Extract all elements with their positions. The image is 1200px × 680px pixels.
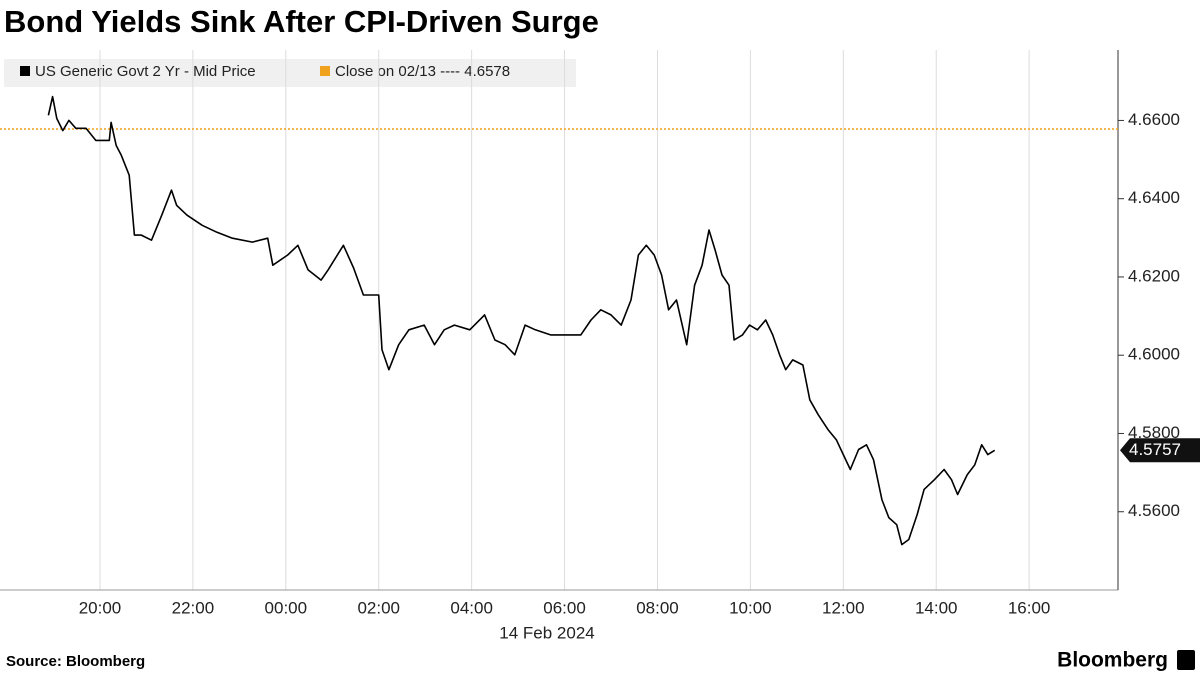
x-tick-label: 12:00 (822, 598, 865, 617)
y-tick-label: 4.6200 (1128, 266, 1180, 285)
legend-swatch (20, 66, 30, 76)
legend-box (4, 59, 576, 87)
price-line (47, 95, 996, 546)
x-tick-label: 14:00 (915, 598, 958, 617)
chart-title: Bond Yields Sink After CPI-Driven Surge (4, 4, 599, 39)
x-tick-label: 22:00 (172, 598, 215, 617)
y-tick-label: 4.6000 (1128, 345, 1180, 364)
x-tick-label: 06:00 (543, 598, 586, 617)
x-sublabel: 14 Feb 2024 (499, 623, 594, 642)
legend-swatch (320, 66, 330, 76)
y-tick-label: 4.6400 (1128, 188, 1180, 207)
source: Source: Bloomberg (6, 653, 145, 670)
legend-label: Close on 02/13 ---- 4.6578 (335, 63, 510, 80)
brand: Bloomberg (1057, 649, 1168, 672)
x-tick-label: 00:00 (265, 598, 308, 617)
last-value-label: 4.5757 (1129, 440, 1181, 459)
y-tick-label: 4.5800 (1128, 423, 1180, 442)
x-tick-label: 08:00 (636, 598, 679, 617)
x-tick-label: 02:00 (357, 598, 400, 617)
legend-label: US Generic Govt 2 Yr - Mid Price (35, 63, 256, 80)
x-tick-label: 10:00 (729, 598, 772, 617)
y-tick-label: 4.5600 (1128, 501, 1180, 520)
brand-icon (1177, 650, 1195, 670)
x-tick-label: 04:00 (450, 598, 493, 617)
x-tick-label: 16:00 (1008, 598, 1051, 617)
last-value-tag (1120, 438, 1200, 463)
x-tick-label: 20:00 (79, 598, 122, 617)
y-tick-label: 4.6600 (1128, 110, 1180, 129)
